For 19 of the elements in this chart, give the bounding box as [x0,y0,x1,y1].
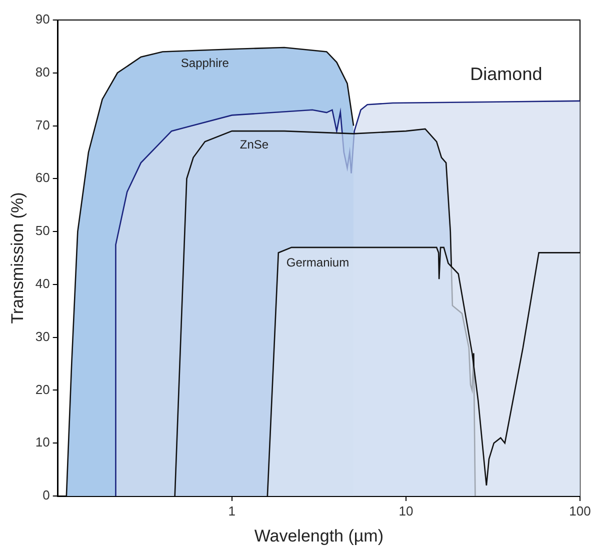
y-tick-label: 30 [35,328,50,344]
x-axis-title: Wavelength (µm) [254,526,384,546]
y-tick-label: 20 [35,382,50,397]
y-tick-label: 40 [35,276,50,292]
y-tick-label: 50 [35,223,50,238]
series-label: Diamond [470,64,542,84]
series-label: Germanium [286,256,350,270]
y-tick-label: 80 [35,64,50,80]
series-label: Sapphire [180,56,230,70]
y-tick-label: 90 [35,12,50,27]
series-label: ZnSe [240,137,269,152]
y-tick-label: 70 [35,117,50,132]
y-tick-label: 10 [35,434,50,450]
y-axis-title: Transmission (%) [8,192,27,324]
x-tick-label: 100 [569,503,591,518]
y-tick-label: 60 [35,170,50,186]
x-tick-label: 1 [228,503,236,518]
y-tick-label: 0 [42,488,50,503]
x-tick-label: 10 [398,503,414,518]
